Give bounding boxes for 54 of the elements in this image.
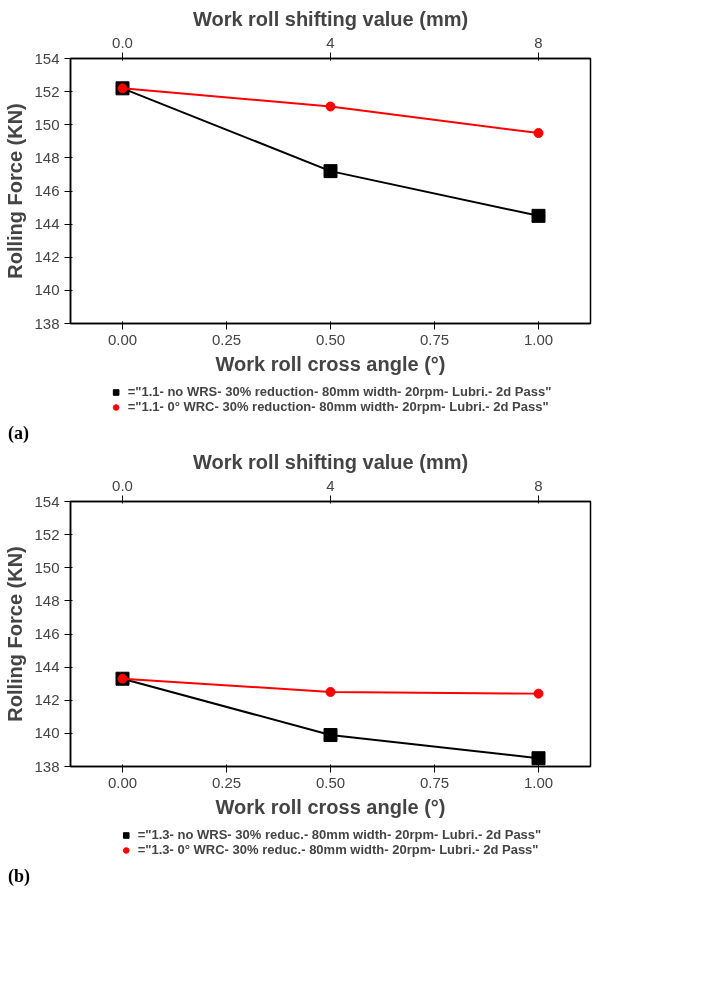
y-tick-label: 148 xyxy=(34,591,60,609)
x-tick-label: 0.25 xyxy=(211,773,242,791)
legend-label: ="1.1- no WRS- 30% reduction- 80mm width- 20rpm- Lubri.- 2d Pass" xyxy=(127,384,552,399)
y-tick-label: 144 xyxy=(34,215,60,233)
legend-label: ="1.3- 0° WRC- 30% reduc.- 80mm width- 20rpm- Lubri.- 2d Pass" xyxy=(137,842,539,857)
y-tick-label: 152 xyxy=(34,525,60,543)
y-tick-label: 154 xyxy=(34,492,60,510)
point xyxy=(325,101,336,112)
point xyxy=(531,751,546,766)
x2-tick-label: 0.0 xyxy=(112,476,133,494)
y-axis-title: Rolling Force (KN) xyxy=(4,103,27,279)
x2-tick-label: 0.0 xyxy=(112,33,133,51)
legend-label: ="1.1- 0° WRC- 30% reduction- 80mm width- 20rpm- Lubri.- 2d Pass" xyxy=(127,399,549,414)
x-tick-label: 0.00 xyxy=(107,773,138,791)
chart-title: Work roll shifting value (mm) xyxy=(192,7,469,30)
y-tick-label: 146 xyxy=(34,625,60,642)
y-tick-label: 150 xyxy=(34,558,60,576)
x-tick-label: 1.00 xyxy=(523,773,554,791)
text: (a) xyxy=(8,422,29,445)
y-tick-label: 140 xyxy=(34,724,60,742)
x2-tick-label: 8 xyxy=(534,476,543,494)
y-tick-label: 140 xyxy=(34,281,60,299)
y-tick-label: 152 xyxy=(34,82,60,100)
point xyxy=(323,728,338,743)
x-tick-label: 0.00 xyxy=(107,330,138,348)
point xyxy=(531,208,546,223)
point xyxy=(325,686,336,697)
y-tick-label: 142 xyxy=(34,248,60,266)
x-tick-label: 0.75 xyxy=(419,773,450,791)
x-tick-label: 0.25 xyxy=(211,330,242,348)
y-tick-label: 144 xyxy=(34,658,60,676)
y-tick-label: 150 xyxy=(34,115,60,133)
y-tick-label: 138 xyxy=(34,314,60,332)
y-tick-label: 142 xyxy=(34,691,60,709)
point xyxy=(323,164,338,179)
y-tick-label: 148 xyxy=(34,148,60,166)
x-tick-label: 1.00 xyxy=(523,330,554,348)
y-axis-title: Rolling Force (KN) xyxy=(4,546,27,722)
x2-tick-label: 4 xyxy=(326,476,335,494)
point xyxy=(533,688,544,699)
chart-title: Work roll shifting value (mm) xyxy=(192,450,469,473)
y-tick-label: 154 xyxy=(34,49,60,67)
x-tick-label: 0.75 xyxy=(419,330,450,348)
x-axis-title: Work roll cross angle (°) xyxy=(215,795,446,818)
text: (b) xyxy=(8,865,30,888)
x-axis-title: Work roll cross angle (°) xyxy=(215,352,446,375)
point xyxy=(533,128,544,139)
legend-label: ="1.3- no WRS- 30% reduc.- 80mm width- 20rpm- Lubri.- 2d Pass" xyxy=(137,827,542,842)
x2-tick-label: 4 xyxy=(326,33,335,51)
y-tick-label: 146 xyxy=(34,182,60,199)
y-tick-label: 138 xyxy=(34,757,60,775)
x2-tick-label: 8 xyxy=(534,33,543,51)
x-tick-label: 0.50 xyxy=(315,773,346,791)
x-tick-label: 0.50 xyxy=(315,330,346,348)
